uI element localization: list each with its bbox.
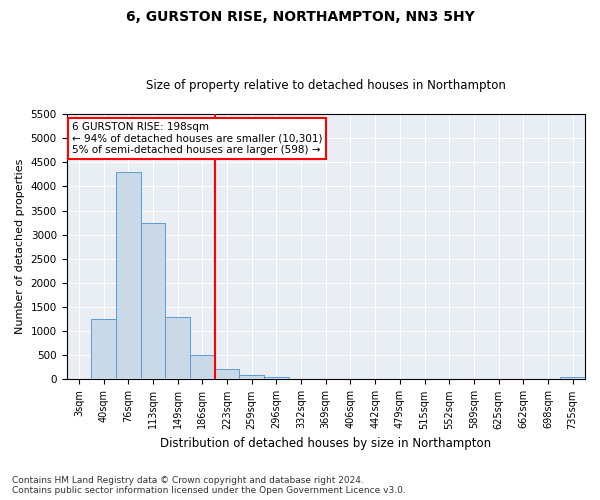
Bar: [560, 377, 585, 380]
Text: Contains HM Land Registry data © Crown copyright and database right 2024.
Contai: Contains HM Land Registry data © Crown c…: [12, 476, 406, 495]
Bar: [116, 172, 140, 380]
Bar: [264, 376, 289, 380]
Y-axis label: Number of detached properties: Number of detached properties: [15, 159, 25, 334]
Bar: [190, 356, 215, 380]
Bar: [140, 222, 165, 380]
Bar: [215, 369, 239, 380]
Bar: [165, 316, 190, 380]
Bar: [91, 319, 116, 380]
Text: 6 GURSTON RISE: 198sqm
← 94% of detached houses are smaller (10,301)
5% of semi-: 6 GURSTON RISE: 198sqm ← 94% of detached…: [72, 122, 322, 155]
X-axis label: Distribution of detached houses by size in Northampton: Distribution of detached houses by size …: [160, 437, 491, 450]
Text: 6, GURSTON RISE, NORTHAMPTON, NN3 5HY: 6, GURSTON RISE, NORTHAMPTON, NN3 5HY: [125, 10, 475, 24]
Title: Size of property relative to detached houses in Northampton: Size of property relative to detached ho…: [146, 79, 506, 92]
Bar: [239, 374, 264, 380]
